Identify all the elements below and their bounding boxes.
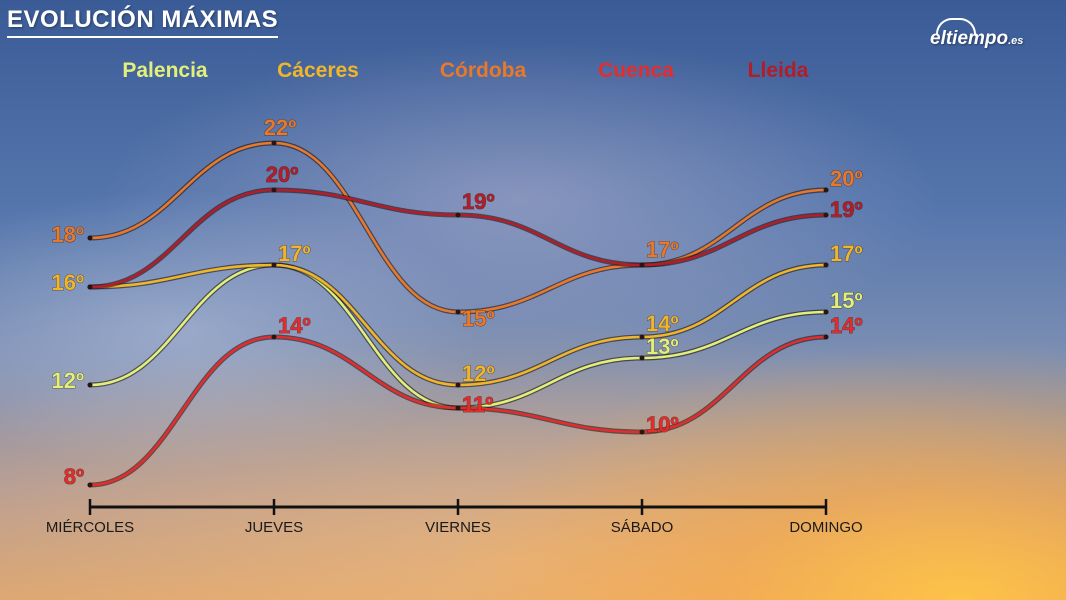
- data-point-lleida: [87, 284, 93, 290]
- series-line-cuenca: [88, 335, 828, 487]
- data-point-lleida: [271, 187, 277, 193]
- data-label-cuenca-0: 8º: [64, 464, 84, 489]
- x-tick-label-jueves: JUEVES: [245, 519, 303, 536]
- data-label-lleida-4: 19º: [830, 197, 863, 222]
- x-tick-label-sabado: SÁBADO: [611, 519, 674, 536]
- legend-item-lleida: Lleida: [748, 59, 809, 82]
- data-label-palencia-4: 15º: [830, 288, 863, 313]
- data-label-cordoba-2: 15º: [462, 306, 495, 331]
- series-outline-caceres: [87, 262, 829, 388]
- page-title: EVOLUCIÓN MÁXIMAS: [7, 6, 279, 38]
- data-label-caceres-2: 12º: [462, 361, 495, 386]
- data-label-cuenca-1: 14º: [278, 313, 311, 338]
- data-label-cuenca-3: 10º: [646, 412, 679, 437]
- data-label-cuenca-2: 11º: [462, 392, 493, 417]
- data-label-lleida-1: 20º: [266, 162, 299, 187]
- data-point-caceres: [271, 262, 277, 268]
- data-point-cordoba: [455, 309, 461, 315]
- data-label-cordoba-3: 17º: [646, 237, 679, 262]
- data-point-caceres: [455, 382, 461, 388]
- series-line-caceres: [88, 263, 828, 387]
- series-outline-cuenca: [87, 334, 829, 488]
- data-point-cuenca: [87, 482, 93, 488]
- data-point-lleida: [639, 262, 645, 268]
- brand-logo: eltiempo.es: [930, 18, 1024, 50]
- x-tick-label-miercoles: MIÉRCOLES: [46, 519, 134, 536]
- x-tick-label-domingo: DOMINGO: [789, 519, 862, 536]
- data-point-palencia: [639, 355, 645, 361]
- data-point-cuenca: [271, 334, 277, 340]
- data-label-caceres-1: 17º: [278, 241, 311, 266]
- legend-item-palencia: Palencia: [122, 59, 208, 82]
- data-label-cordoba-4: 20º: [830, 166, 863, 191]
- legend-item-cuenca: Cuenca: [598, 59, 674, 82]
- data-point-caceres: [639, 334, 645, 340]
- data-label-caceres-3: 14º: [646, 311, 679, 336]
- data-point-cordoba: [271, 140, 277, 146]
- data-point-caceres: [823, 262, 829, 268]
- legend-item-caceres: Cáceres: [277, 59, 359, 82]
- data-label-caceres-4: 17º: [830, 241, 863, 266]
- data-point-cordoba: [823, 187, 829, 193]
- series-outline-cordoba: [87, 140, 829, 315]
- series-line-cordoba: [88, 141, 828, 314]
- data-point-lleida: [823, 212, 829, 218]
- data-point-cuenca: [455, 405, 461, 411]
- data-point-lleida: [455, 212, 461, 218]
- data-label-palencia-3: 13º: [646, 334, 679, 359]
- data-label-caceres-0: 16º: [51, 270, 84, 295]
- data-point-cuenca: [639, 429, 645, 435]
- data-point-cuenca: [823, 334, 829, 340]
- data-label-palencia-0: 12º: [51, 368, 84, 393]
- legend-item-cordoba: Córdoba: [440, 59, 527, 82]
- data-label-lleida-2: 19º: [462, 189, 495, 214]
- data-label-cuenca-4: 14º: [830, 313, 863, 338]
- data-label-cordoba-1: 22º: [264, 115, 297, 140]
- data-point-palencia: [823, 309, 829, 315]
- brand-tld: .es: [1008, 35, 1024, 47]
- x-tick-label-viernes: VIERNES: [425, 519, 491, 536]
- data-label-cordoba-0: 18º: [51, 222, 84, 247]
- data-point-cordoba: [87, 235, 93, 241]
- data-point-palencia: [87, 382, 93, 388]
